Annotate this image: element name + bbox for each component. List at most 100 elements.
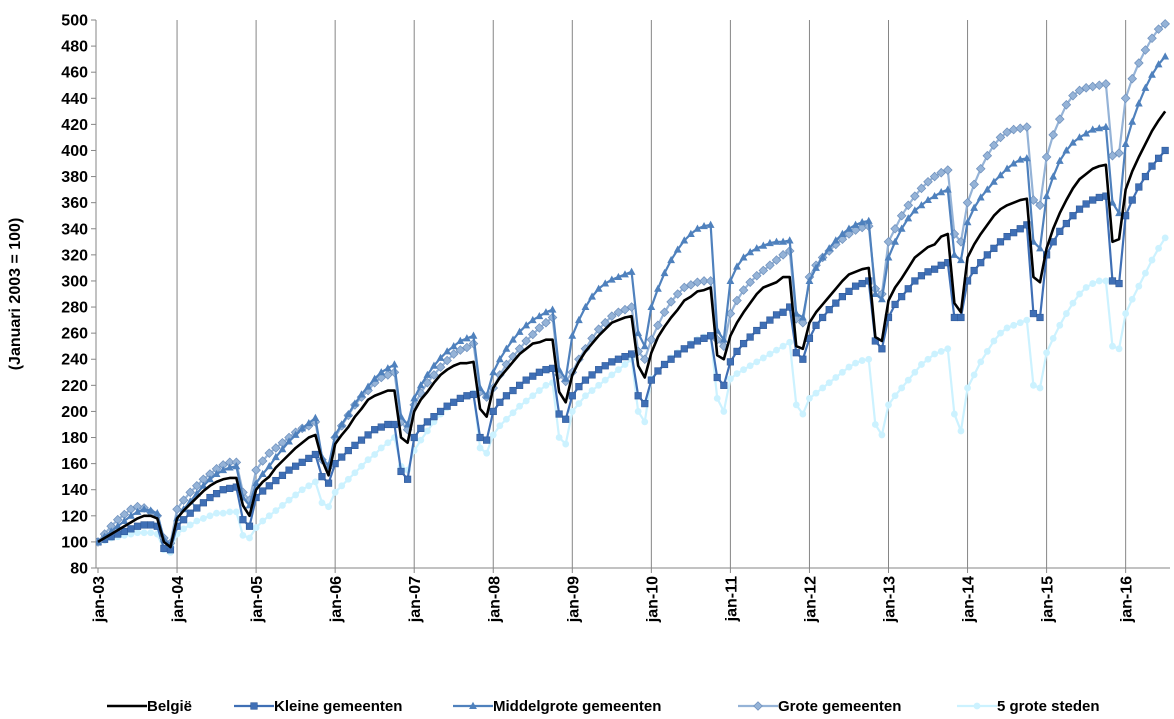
series-line-grote-gemeenten (97, 23, 1166, 545)
data-point-grote-gemeenten (751, 270, 762, 281)
data-point-middelgrote-gemeenten (588, 292, 596, 300)
legend-item-kleine-gemeenten: Kleine gemeenten (234, 698, 402, 715)
data-point-kleine-gemeenten (410, 433, 418, 442)
data-point-middelgrote-gemeenten (1161, 52, 1170, 60)
data-point-kleine-gemeenten (904, 285, 912, 293)
data-point-grote-gemeenten (462, 342, 472, 353)
data-point-kleine-gemeenten (364, 431, 372, 439)
data-point-grote-gemeenten (969, 179, 979, 190)
data-point-5-grote-steden (931, 350, 939, 358)
data-point-5-grote-steden (364, 456, 372, 464)
data-point-5-grote-steden (773, 346, 780, 354)
data-point-kleine-gemeenten (911, 277, 919, 285)
data-point-middelgrote-gemeenten (482, 391, 491, 399)
data-point-kleine-gemeenten (687, 341, 695, 349)
data-point-grote-gemeenten (745, 277, 755, 288)
data-point-grote-gemeenten (758, 265, 769, 276)
data-point-kleine-gemeenten (384, 420, 392, 429)
data-point-middelgrote-gemeenten (1101, 122, 1110, 130)
data-point-kleine-gemeenten (397, 467, 405, 476)
x-tick-label: jan-15 (1040, 576, 1057, 623)
data-point-kleine-gemeenten (726, 358, 734, 366)
data-point-5-grote-steden (1095, 277, 1103, 285)
data-point-5-grote-steden (977, 358, 985, 366)
data-point-5-grote-steden (1142, 269, 1149, 277)
data-point-kleine-gemeenten (983, 251, 991, 259)
data-point-middelgrote-gemeenten (146, 506, 155, 514)
data-point-middelgrote-gemeenten (1009, 159, 1018, 167)
data-point-grote-gemeenten (257, 456, 268, 466)
data-point-grote-gemeenten (1035, 200, 1045, 211)
data-point-grote-gemeenten (929, 171, 940, 182)
data-point-5-grote-steden (582, 392, 589, 400)
data-point-5-grote-steden (568, 408, 576, 415)
data-point-5-grote-steden (601, 376, 609, 384)
data-point-middelgrote-gemeenten (581, 302, 590, 311)
data-point-kleine-gemeenten (1056, 227, 1064, 235)
data-point-kleine-gemeenten (259, 487, 267, 495)
data-point-kleine-gemeenten (417, 424, 425, 432)
y-axis-ticks: 80 100 120 140 160 180 200 220 240 260 280 300 320 34… (61, 13, 96, 578)
data-point-kleine-gemeenten (660, 360, 669, 369)
data-point-kleine-gemeenten (180, 516, 188, 524)
data-point-middelgrote-gemeenten (232, 462, 241, 470)
data-point-middelgrote-gemeenten (812, 263, 820, 271)
data-point-5-grote-steden (1102, 277, 1110, 285)
data-point-grote-gemeenten (995, 132, 1006, 143)
data-point-middelgrote-gemeenten (858, 218, 867, 226)
data-point-kleine-gemeenten (542, 366, 550, 374)
data-point-5-grote-steden (720, 408, 728, 415)
data-point-5-grote-steden (588, 387, 596, 394)
data-point-middelgrote-gemeenten (640, 341, 649, 350)
data-point-kleine-gemeenten (265, 482, 273, 490)
data-point-5-grote-steden (358, 462, 365, 470)
data-point-5-grote-steden (898, 384, 906, 392)
data-point-middelgrote-gemeenten (798, 313, 807, 321)
data-point-grote-gemeenten (534, 323, 545, 333)
data-point-5-grote-steden (878, 431, 886, 439)
data-point-5-grote-steden (272, 507, 280, 514)
data-point-5-grote-steden (832, 374, 840, 381)
data-point-5-grote-steden (1115, 345, 1123, 353)
data-point-5-grote-steden (200, 515, 207, 522)
data-point-5-grote-steden (134, 529, 141, 537)
data-point-kleine-gemeenten (1154, 154, 1163, 162)
data-point-middelgrote-gemeenten (1049, 172, 1058, 180)
x-tick-label: jan-07 (407, 576, 424, 623)
data-point-5-grote-steden (509, 409, 517, 417)
data-point-5-grote-steden (740, 366, 747, 374)
data-point-kleine-gemeenten (160, 544, 168, 553)
data-point-kleine-gemeenten (713, 373, 721, 382)
x-tick-label: jan-11 (723, 576, 740, 622)
data-point-5-grote-steden (246, 534, 253, 542)
data-point-middelgrote-gemeenten (871, 289, 880, 297)
data-point-grote-gemeenten (1002, 127, 1012, 138)
series-line-belgi (97, 110, 1167, 549)
series-middelgrote-gemeenten (96, 52, 1170, 548)
data-point-grote-gemeenten (600, 317, 611, 328)
data-point-middelgrote-gemeenten (845, 224, 853, 232)
data-point-middelgrote-gemeenten (212, 469, 221, 478)
legend-marker-grote-gemeenten (753, 701, 763, 711)
data-point-kleine-gemeenten (1075, 205, 1084, 213)
data-point-5-grote-steden (542, 381, 550, 389)
data-point-5-grote-steden (417, 436, 425, 444)
data-point-kleine-gemeenten (193, 504, 201, 512)
data-point-kleine-gemeenten (430, 413, 438, 421)
data-point-kleine-gemeenten (1148, 162, 1156, 170)
data-point-middelgrote-gemeenten (891, 237, 899, 245)
x-tick-label: jan-04 (170, 576, 187, 623)
data-point-5-grote-steden (311, 478, 319, 486)
data-point-kleine-gemeenten (595, 366, 603, 374)
data-point-middelgrote-gemeenten (120, 516, 129, 525)
data-point-kleine-gemeenten (278, 471, 287, 479)
data-point-5-grote-steden (1089, 280, 1097, 287)
data-point-middelgrote-gemeenten (252, 478, 260, 487)
data-point-middelgrote-gemeenten (1075, 133, 1084, 141)
x-tick-label: jan-14 (961, 576, 978, 623)
data-point-5-grote-steden (259, 517, 267, 525)
data-point-5-grote-steden (950, 410, 958, 418)
data-point-middelgrote-gemeenten (278, 445, 287, 453)
data-point-kleine-gemeenten (489, 407, 497, 416)
data-point-5-grote-steden (759, 354, 767, 362)
